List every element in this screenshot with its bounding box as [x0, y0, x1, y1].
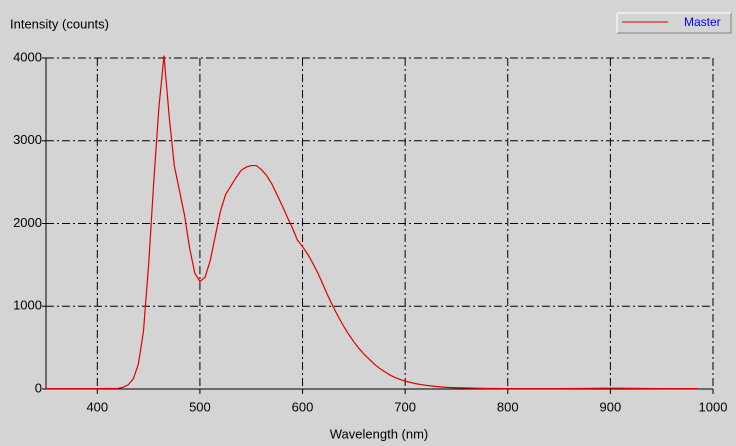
y-axis-label: Intensity (counts) [10, 16, 109, 31]
y-tick-label: 1000 [13, 298, 42, 313]
x-tick-label: 900 [600, 399, 622, 414]
x-tick-label: 400 [86, 399, 108, 414]
y-tick-label: 3000 [13, 132, 42, 147]
x-tick-label: 600 [292, 399, 314, 414]
y-tick-label: 0 [35, 380, 42, 395]
x-axis-label: Wavelength (nm) [330, 426, 429, 441]
legend [616, 12, 732, 34]
legend-label: Master [684, 15, 721, 29]
y-tick-label: 4000 [13, 49, 42, 64]
y-tick-label: 2000 [13, 215, 42, 230]
x-tick-label: 700 [394, 399, 416, 414]
spectrum-line [46, 55, 698, 390]
x-tick-label: 1000 [699, 399, 728, 414]
x-tick-label: 500 [189, 399, 211, 414]
x-tick-label: 800 [497, 399, 519, 414]
